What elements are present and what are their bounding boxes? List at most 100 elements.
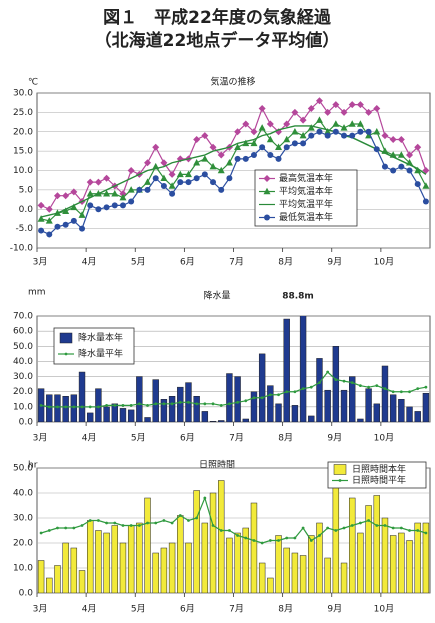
point [39,531,43,535]
bar [62,396,69,422]
point [228,402,231,406]
x-tick-label: 6月 [180,604,195,615]
x-tick-label: 9月 [327,433,342,444]
y-tick-label: 0.0 [19,589,34,599]
page-subtitle: （北海道22地点データ平均値） [95,30,340,51]
point [209,143,217,151]
bar [381,365,389,422]
y-tick-label: 30.0 [13,514,33,524]
point [103,204,110,211]
point [146,521,149,525]
point [70,188,78,196]
y-unit: hr [28,461,38,471]
point [111,189,119,197]
point [64,405,68,409]
point [334,378,338,381]
x-tick-label: 3月 [33,604,48,615]
legend-label: 平均気温本年 [279,185,333,197]
point [217,151,225,159]
point [277,539,280,542]
point [258,124,266,131]
point [178,400,182,404]
bar [111,525,118,593]
point [136,186,143,193]
x-tick-label: 4月 [82,433,97,444]
bar [373,403,380,422]
point [315,97,323,105]
point [39,403,43,407]
x-tick-label: 5月 [131,433,146,444]
point [416,529,420,532]
point [259,144,266,151]
point [399,526,403,530]
bar [127,525,135,593]
point [424,531,428,535]
point [350,381,354,385]
chart-title: 気温の推移 [210,76,255,88]
point [129,524,133,527]
point [422,198,429,205]
point [168,170,176,178]
bar [62,542,69,593]
bar [340,389,348,422]
x-tick-label: 4月 [82,257,97,268]
bar [160,399,168,422]
point [250,152,257,158]
bar [226,373,233,422]
series-line [40,496,427,544]
point [54,223,61,230]
point [95,206,102,213]
y-tick-label: 25.0 [13,108,33,118]
bar [365,388,372,422]
legend-box [254,169,358,227]
bar [422,392,430,422]
bar [299,316,307,422]
point [154,521,158,525]
y-tick-label: 40.0 [13,489,33,499]
series-layer [37,480,430,593]
point [398,163,405,170]
x-tick-label: 7月 [229,433,244,444]
point [46,231,53,238]
bar [398,399,405,422]
bar [308,415,315,422]
point [226,175,233,182]
bar [177,515,184,593]
point [160,159,168,167]
x-tick-label: 5月 [131,604,146,615]
point [301,387,305,391]
bar [332,480,340,593]
bar [258,353,266,422]
point [146,403,149,407]
bar [316,358,323,422]
bar [54,565,61,593]
y-tick-label: 5.0 [19,185,34,195]
bar [291,552,299,593]
legend-swatch [59,332,73,344]
point [121,524,125,527]
x-tick-label: 8月 [278,433,293,444]
bar [365,505,372,593]
point [217,166,225,174]
point [162,402,166,406]
point [119,202,126,209]
point [397,151,405,158]
point [291,127,299,135]
point [72,526,76,530]
point [349,132,356,139]
legend-marker [64,352,68,356]
point [291,140,298,147]
y-tick-label: 50.0 [13,342,33,352]
point [307,124,315,131]
point [324,127,332,135]
point [144,178,152,185]
point [324,132,331,139]
point [424,385,428,389]
point [340,108,348,116]
point [326,370,330,374]
bar [152,379,159,422]
point [119,193,127,201]
point [37,201,45,209]
point [225,158,233,166]
bar [136,522,143,593]
